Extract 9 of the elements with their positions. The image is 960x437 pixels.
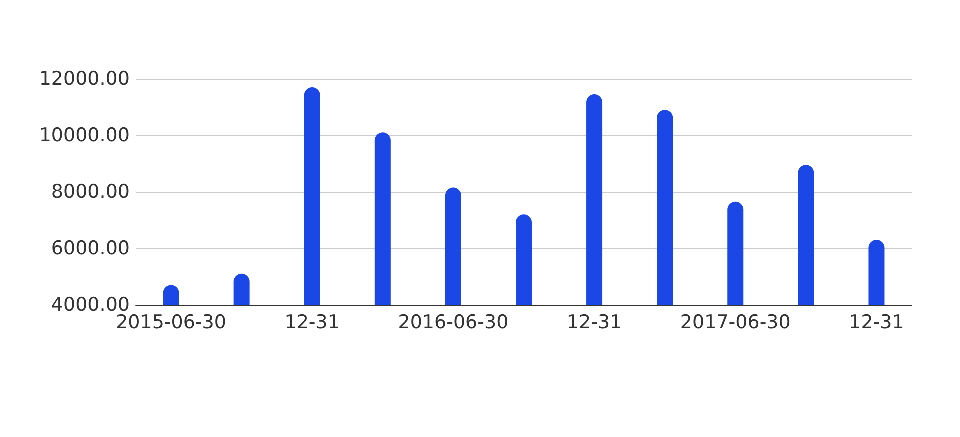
y-tick-label: 12000.00 <box>39 68 130 90</box>
y-tick-label: 6000.00 <box>51 238 130 260</box>
x-tick-label: 12-31 <box>284 312 340 334</box>
x-tick-label: 2016-06-30 <box>398 312 509 334</box>
x-tick-label: 12-31 <box>849 312 904 334</box>
y-tick-label: 10000.00 <box>39 124 130 146</box>
x-tick-label: 12-31 <box>566 312 622 334</box>
x-tick-label: 2017-06-30 <box>680 312 791 334</box>
y-tick-label: 8000.00 <box>51 181 130 203</box>
